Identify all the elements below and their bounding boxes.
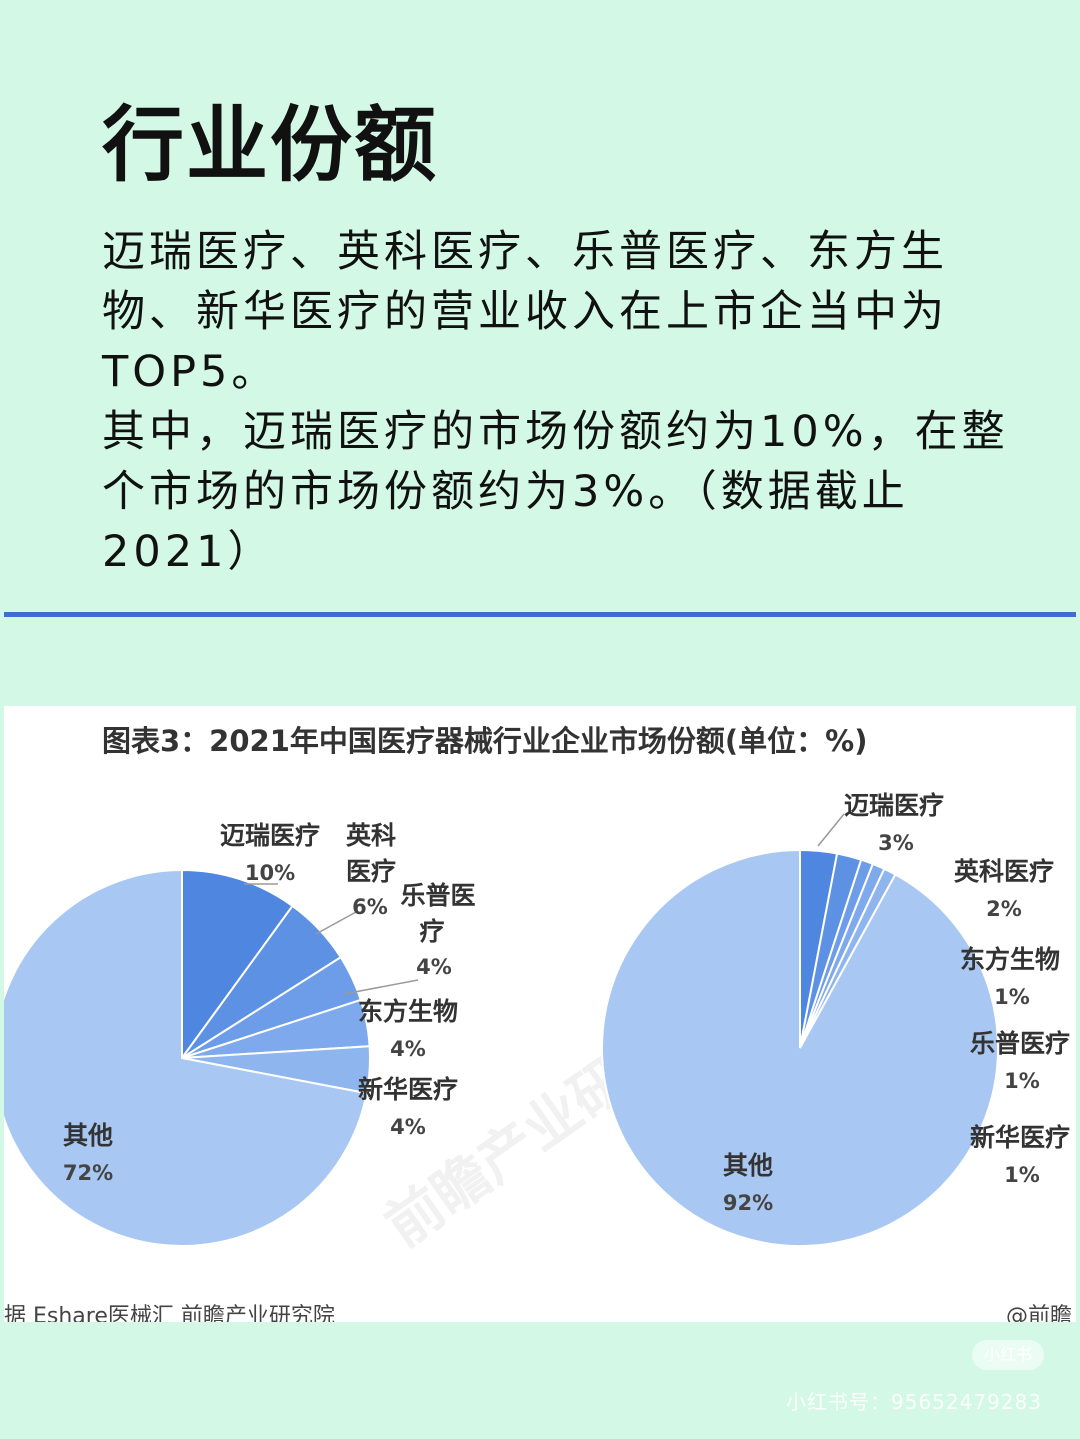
page-heading: 行业份额 xyxy=(102,98,439,193)
slice-label-2-2: 英科医疗 xyxy=(954,857,1054,886)
slice-label-2-1: 迈瑞医疗 xyxy=(844,791,944,820)
description-paragraph-2: 其中，迈瑞医疗的市场份额约为10%，在整个市场的市场份额约为3%。（数据截止20… xyxy=(102,407,1009,577)
slice-value-label-1-5: 4% xyxy=(390,1115,426,1139)
platform-watermark-badge: 小红书 xyxy=(972,1340,1044,1370)
slice-label-1-2: 英科 xyxy=(346,821,396,850)
chart-figure: 图表3：2021年中国医疗器械行业企业市场份额(单位：%) 前瞻产业研究院 迈瑞医… xyxy=(4,706,1076,1322)
slice-label-2-6: 其他 xyxy=(723,1151,773,1180)
source-note: 据 Eshare医械汇 前瞻产业研究院 xyxy=(4,1304,335,1322)
pie-slice-2-6 xyxy=(601,848,999,1247)
platform-watermark-id: 小红书号：95652479283 xyxy=(786,1390,1042,1414)
section-divider xyxy=(4,612,1076,617)
slice-label-1-6: 其他 xyxy=(63,1121,113,1150)
slice-label-1-2: 医疗 xyxy=(346,857,396,886)
leader-line-2-1 xyxy=(817,813,845,847)
slice-value-label-1-3: 4% xyxy=(416,955,452,979)
slice-value-label-1-4: 4% xyxy=(390,1037,426,1061)
leader-line-1-2 xyxy=(315,911,357,935)
description: 迈瑞医疗、英科医疗、乐普医疗、东方生物、新华医疗的营业收入在上市企当中为TOP5… xyxy=(102,222,1012,582)
slice-value-label-2-6: 92% xyxy=(723,1191,773,1215)
source-credit: @前瞻 xyxy=(1005,1304,1072,1322)
pie-slice-1-1 xyxy=(181,868,294,1062)
slice-label-1-3: 乐普医 xyxy=(400,881,475,910)
slice-value-label-2-5: 1% xyxy=(1004,1163,1040,1187)
slice-value-label-1-2: 6% xyxy=(352,895,388,919)
pie-chart-1: 迈瑞医疗 10% 英科医疗 6% 乐普医疗 4% 东方生物 4% 新华医疗 4% 其他 72% xyxy=(4,821,476,1247)
slice-value-label-1-1: 10% xyxy=(245,861,295,885)
slice-value-label-2-1: 3% xyxy=(878,831,914,855)
chart-title: 图表3：2021年中国医疗器械行业企业市场份额(单位：%) xyxy=(102,724,868,758)
slice-value-label-2-3: 1% xyxy=(994,985,1030,1009)
slice-label-2-4: 乐普医疗 xyxy=(970,1029,1070,1058)
slice-label-1-3: 疗 xyxy=(419,917,444,946)
slice-label-2-3: 东方生物 xyxy=(960,945,1060,974)
slice-value-label-2-4: 1% xyxy=(1004,1069,1040,1093)
slice-label-1-5: 新华医疗 xyxy=(358,1075,458,1104)
pie-slice-1-6 xyxy=(4,868,368,1247)
slice-label-1-1: 迈瑞医疗 xyxy=(220,821,320,850)
description-paragraph-1: 迈瑞医疗、英科医疗、乐普医疗、东方生物、新华医疗的营业收入在上市企当中为TOP5… xyxy=(102,227,948,397)
slice-label-2-5: 新华医疗 xyxy=(970,1123,1070,1152)
slice-value-label-2-2: 2% xyxy=(986,897,1022,921)
pie-chart-2: 迈瑞医疗 3% 英科医疗 2% 东方生物 1% 乐普医疗 1% 新华医疗 1% 其他 92% xyxy=(601,791,1070,1247)
leader-line-1-3 xyxy=(343,979,419,995)
slice-label-1-4: 东方生物 xyxy=(358,997,458,1026)
slice-value-label-1-6: 72% xyxy=(63,1161,113,1185)
